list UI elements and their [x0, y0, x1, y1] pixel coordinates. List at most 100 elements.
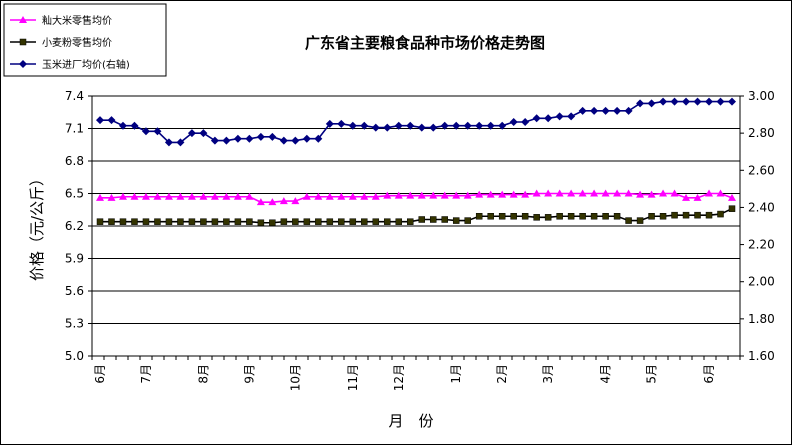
data-point [694, 211, 701, 219]
data-point [475, 190, 484, 198]
data-point [578, 189, 587, 197]
data-point [130, 121, 139, 130]
data-point [716, 189, 725, 197]
data-point [119, 218, 127, 225]
data-point [118, 121, 127, 130]
data-point [475, 213, 483, 220]
data-point [670, 189, 679, 197]
data-point [625, 217, 632, 224]
data-point [417, 191, 426, 199]
data-point [648, 213, 655, 220]
data-point [613, 213, 621, 220]
data-point [187, 192, 196, 200]
data-point [257, 219, 265, 226]
data-point [452, 217, 460, 224]
y-tick-label: 7.1 [65, 122, 84, 136]
data-point [510, 213, 517, 220]
data-point [521, 213, 529, 220]
data-point [498, 121, 507, 130]
data-point [165, 218, 173, 225]
data-point [682, 193, 691, 201]
y-tick-label: 6.2 [65, 219, 84, 233]
y2-tick-label: 1.80 [748, 312, 775, 326]
data-point [440, 191, 449, 199]
data-point [705, 211, 713, 219]
data-point [613, 106, 622, 115]
data-point [578, 106, 587, 115]
x-tick-label: 6月 [702, 364, 716, 384]
y-tick-label: 6.5 [65, 187, 84, 201]
data-point [199, 192, 208, 200]
data-point [19, 60, 27, 68]
data-point [452, 121, 461, 130]
data-point [601, 106, 610, 115]
data-point [555, 112, 564, 121]
data-point [590, 189, 599, 197]
data-point [338, 218, 345, 225]
data-point [314, 192, 323, 200]
data-point [96, 193, 104, 201]
data-point [279, 136, 288, 145]
data-point [544, 189, 553, 197]
data-point [521, 190, 530, 198]
data-point [360, 192, 369, 200]
data-point [245, 134, 254, 143]
y-tick-label: 6.8 [65, 154, 84, 168]
data-point [176, 192, 185, 200]
data-point [108, 218, 115, 225]
data-point [716, 97, 725, 106]
data-point [567, 189, 576, 197]
data-point [555, 189, 564, 197]
data-point [533, 214, 540, 221]
data-point [222, 136, 231, 145]
y2-tick-label: 3.00 [748, 89, 775, 103]
data-point [141, 127, 150, 136]
data-point [337, 119, 346, 128]
data-point [624, 106, 633, 115]
data-point [246, 218, 253, 225]
data-point [384, 218, 391, 225]
data-point [245, 192, 254, 200]
data-point [463, 121, 472, 130]
y-tick-label: 5.0 [65, 349, 84, 363]
series-3 [96, 97, 736, 147]
data-point [659, 189, 668, 197]
chart-title: 广东省主要粮食品种市场价格走势图 [305, 34, 545, 52]
data-point [521, 118, 530, 126]
data-point [441, 216, 448, 223]
data-point [567, 213, 575, 220]
data-point [509, 190, 518, 198]
data-point [659, 97, 668, 106]
data-point [395, 218, 403, 225]
data-point [130, 192, 139, 200]
data-point [360, 121, 369, 130]
data-point [509, 118, 518, 126]
data-point [636, 217, 644, 224]
data-point [154, 218, 161, 225]
x-tick-label: 1月 [449, 364, 463, 384]
data-point [579, 213, 586, 220]
data-point [142, 218, 150, 225]
y-tick-label: 5.9 [65, 252, 84, 266]
data-point [602, 213, 609, 220]
data-point [532, 114, 541, 123]
data-point [210, 136, 219, 145]
legend-item: 籼大米零售均价 [10, 14, 112, 27]
data-point [326, 218, 334, 225]
data-point [647, 190, 656, 198]
data-point [268, 198, 277, 206]
data-point [647, 99, 656, 108]
data-point [671, 211, 678, 219]
data-point [107, 116, 116, 125]
data-point [19, 16, 27, 23]
legend-label: 籼大米零售均价 [42, 14, 112, 27]
y-tick-label: 5.3 [65, 317, 84, 331]
series-1 [96, 189, 736, 206]
data-point [107, 193, 116, 201]
x-tick-label: 3月 [541, 364, 555, 384]
data-point [325, 192, 334, 200]
data-point [348, 121, 357, 130]
data-point [280, 218, 288, 225]
data-point [211, 218, 219, 225]
data-point [418, 216, 425, 223]
